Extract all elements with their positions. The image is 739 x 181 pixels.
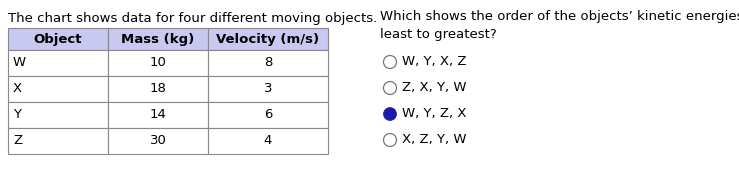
Text: 6: 6 bbox=[264, 108, 272, 121]
Text: Z: Z bbox=[13, 134, 22, 148]
Text: W, Y, Z, X: W, Y, Z, X bbox=[401, 108, 466, 121]
Bar bbox=[108, 76, 208, 102]
Circle shape bbox=[384, 81, 397, 94]
Text: The chart shows data for four different moving objects.: The chart shows data for four different … bbox=[8, 12, 377, 25]
Text: X: X bbox=[13, 83, 22, 96]
Text: 8: 8 bbox=[264, 56, 272, 70]
Bar bbox=[8, 102, 108, 128]
Bar bbox=[8, 128, 108, 154]
Bar bbox=[208, 76, 328, 102]
Circle shape bbox=[384, 108, 397, 121]
Bar bbox=[108, 28, 208, 50]
Text: Object: Object bbox=[34, 33, 82, 45]
Text: 14: 14 bbox=[149, 108, 166, 121]
Circle shape bbox=[387, 111, 392, 116]
Circle shape bbox=[386, 110, 394, 118]
Circle shape bbox=[384, 56, 397, 68]
Text: W, Y, X, Z: W, Y, X, Z bbox=[401, 56, 466, 68]
Bar bbox=[8, 76, 108, 102]
Text: Mass (kg): Mass (kg) bbox=[121, 33, 194, 45]
Bar bbox=[208, 128, 328, 154]
Text: 30: 30 bbox=[149, 134, 166, 148]
Bar bbox=[208, 28, 328, 50]
Text: 18: 18 bbox=[149, 83, 166, 96]
Text: Z, X, Y, W: Z, X, Y, W bbox=[401, 81, 466, 94]
Bar bbox=[108, 102, 208, 128]
Bar bbox=[208, 50, 328, 76]
Text: Which shows the order of the objects’ kinetic energies, from
least to greatest?: Which shows the order of the objects’ ki… bbox=[380, 10, 739, 41]
Text: Y: Y bbox=[13, 108, 21, 121]
Text: W: W bbox=[13, 56, 26, 70]
Bar bbox=[208, 102, 328, 128]
Text: 10: 10 bbox=[149, 56, 166, 70]
Text: 3: 3 bbox=[264, 83, 272, 96]
Circle shape bbox=[384, 134, 397, 146]
Bar bbox=[108, 128, 208, 154]
Text: 4: 4 bbox=[264, 134, 272, 148]
Bar bbox=[8, 50, 108, 76]
Bar bbox=[108, 50, 208, 76]
Bar bbox=[8, 28, 108, 50]
Text: X, Z, Y, W: X, Z, Y, W bbox=[401, 134, 466, 146]
Text: Velocity (m/s): Velocity (m/s) bbox=[217, 33, 319, 45]
